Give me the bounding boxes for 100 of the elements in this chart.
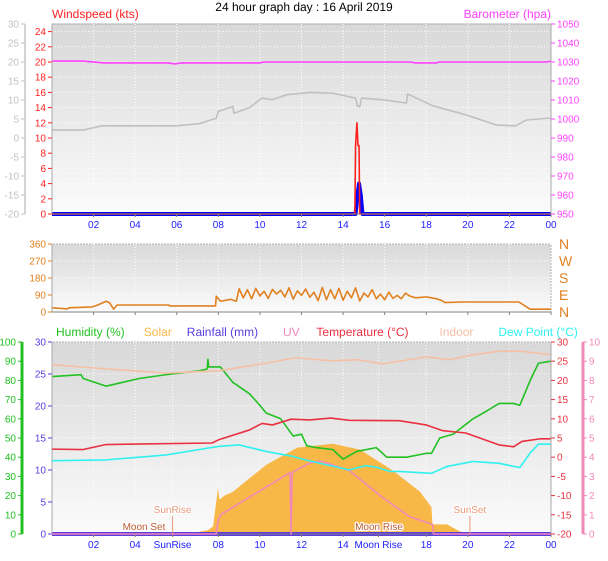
y-tick-label: 90 <box>4 356 16 368</box>
y-tick-label: 0 <box>40 210 46 220</box>
series-label: Indoor <box>439 325 474 339</box>
y-tick-label: 22 <box>34 42 46 54</box>
y2-tick-label: 9 <box>589 356 595 368</box>
text: Rainfall (mm) <box>186 325 258 339</box>
y-tick-label: 30 <box>557 338 569 348</box>
x-tick-label: 22 <box>504 220 516 231</box>
y2-tick-label: 1030 <box>557 58 580 68</box>
y-axis-title: Windspeed (kts) <box>52 7 139 21</box>
x-tick-label: 06 <box>171 220 183 231</box>
text: UV <box>283 325 300 339</box>
y-tick-label: 24 <box>34 27 46 38</box>
y-tick-label: 20 <box>557 376 569 387</box>
y-tick-label: 10 <box>557 414 569 426</box>
y2-tick-label: 1 <box>589 510 595 522</box>
y-tick-label: 90 <box>34 290 46 302</box>
y2-axis-title: Barometer (hpa) <box>464 7 551 21</box>
y-tick-label: 6 <box>40 164 46 175</box>
y2-tick-label: 1020 <box>557 76 580 88</box>
y2-tick-label: 8 <box>589 376 595 387</box>
x-tick-label: 08 <box>212 540 224 551</box>
y-tick-label: 2 <box>40 194 46 206</box>
text: S <box>559 270 568 286</box>
y-tick-label: 15 <box>557 395 569 406</box>
x-tick-label: 00 <box>545 220 557 231</box>
x-tick-label: 02 <box>88 220 100 231</box>
y2-tick-label: 7 <box>589 395 595 406</box>
x-tick-label: Moon Rise <box>354 540 403 551</box>
y-tick-label: 0 <box>557 452 563 464</box>
text: W <box>559 252 573 269</box>
text: N <box>559 236 570 252</box>
line-series <box>51 350 552 374</box>
ref-line-label: SunSet <box>454 505 487 516</box>
y-tick-label: 270 <box>29 256 46 268</box>
y2-tick-label: 10 <box>589 338 601 348</box>
y-tick-label: 30 <box>4 472 16 483</box>
y2-tick-label: 990 <box>557 134 574 144</box>
y-tick-label: 4 <box>40 179 46 190</box>
x-tick-label: 14 <box>338 540 350 551</box>
line-series <box>51 286 552 310</box>
line-series <box>50 182 553 216</box>
x-tick-label: 08 <box>212 220 224 231</box>
y-tick-label: 60 <box>4 414 16 426</box>
x-tick-label: 00 <box>545 540 557 551</box>
y-tick-label: 20 <box>34 58 46 68</box>
x-tick-label: 18 <box>420 540 432 551</box>
y-tick-label: 14 <box>34 103 46 114</box>
y2-tick-label: 1040 <box>557 38 580 50</box>
text: Humidity (%) <box>56 325 125 339</box>
y2-tick-label: 970 <box>557 172 574 182</box>
x-tick-label: 12 <box>296 220 308 231</box>
line-series <box>51 443 552 474</box>
x-tick-label: 16 <box>379 220 391 231</box>
y-tick-label: 10 <box>34 134 46 144</box>
annotation: Moon Set <box>122 522 166 533</box>
line-series <box>51 92 552 131</box>
x-tick-label: 22 <box>504 540 516 551</box>
y-tick-label: 10 <box>4 510 16 522</box>
y-tick-label: 18 <box>34 72 46 84</box>
x-tick-label: 02 <box>88 540 100 551</box>
y-tick-label: 16 <box>34 88 46 99</box>
y-tick-label: 25 <box>557 356 569 368</box>
line-series <box>51 460 552 535</box>
y2-tick-label: 960 <box>557 190 574 202</box>
y2-tick-label: 6 <box>589 414 595 426</box>
x-tick-label: 10 <box>254 540 266 551</box>
y2-tick-label: 1000 <box>557 114 580 126</box>
y-tick-label: 12 <box>34 118 46 130</box>
y-tick-label: 0 <box>10 530 16 540</box>
y-tick-label: -10 <box>557 491 572 502</box>
x-tick-label: 04 <box>130 220 142 231</box>
x-tick-label: 12 <box>296 540 308 551</box>
y-tick-label: 0 <box>40 308 46 318</box>
y-tick-label: 180 <box>29 274 46 284</box>
y2-tick-label: 950 <box>557 210 574 220</box>
y2-tick-label: 1010 <box>557 96 580 106</box>
ref-line-label: SunRise <box>154 505 192 516</box>
y-tick-label: 70 <box>4 395 16 406</box>
x-tick-label: 14 <box>338 220 350 231</box>
x-tick-label: 20 <box>462 540 474 551</box>
y-tick-label: -5 <box>557 472 566 483</box>
text: E <box>559 286 568 303</box>
y-tick-label: 8 <box>40 148 46 160</box>
x-tick-label: 18 <box>420 220 432 231</box>
y-tick-label: 100 <box>0 338 16 348</box>
y-tick-label: 5 <box>557 434 563 444</box>
y-tick-label: 50 <box>4 434 16 444</box>
y2-tick-label: 5 <box>589 434 595 444</box>
y-tick-label: 360 <box>29 240 46 250</box>
line-series <box>51 358 552 460</box>
y2-tick-label: 980 <box>557 152 574 164</box>
y-tick-label: 80 <box>4 376 16 387</box>
y-tick-label: 20 <box>4 491 16 502</box>
text: N <box>559 304 570 320</box>
text: Solar <box>144 325 172 339</box>
x-tick-label: 20 <box>462 220 474 231</box>
y2-tick-label: 0 <box>589 530 595 540</box>
y-tick-label: -20 <box>557 530 572 540</box>
y2-tick-label: 1050 <box>557 20 580 30</box>
